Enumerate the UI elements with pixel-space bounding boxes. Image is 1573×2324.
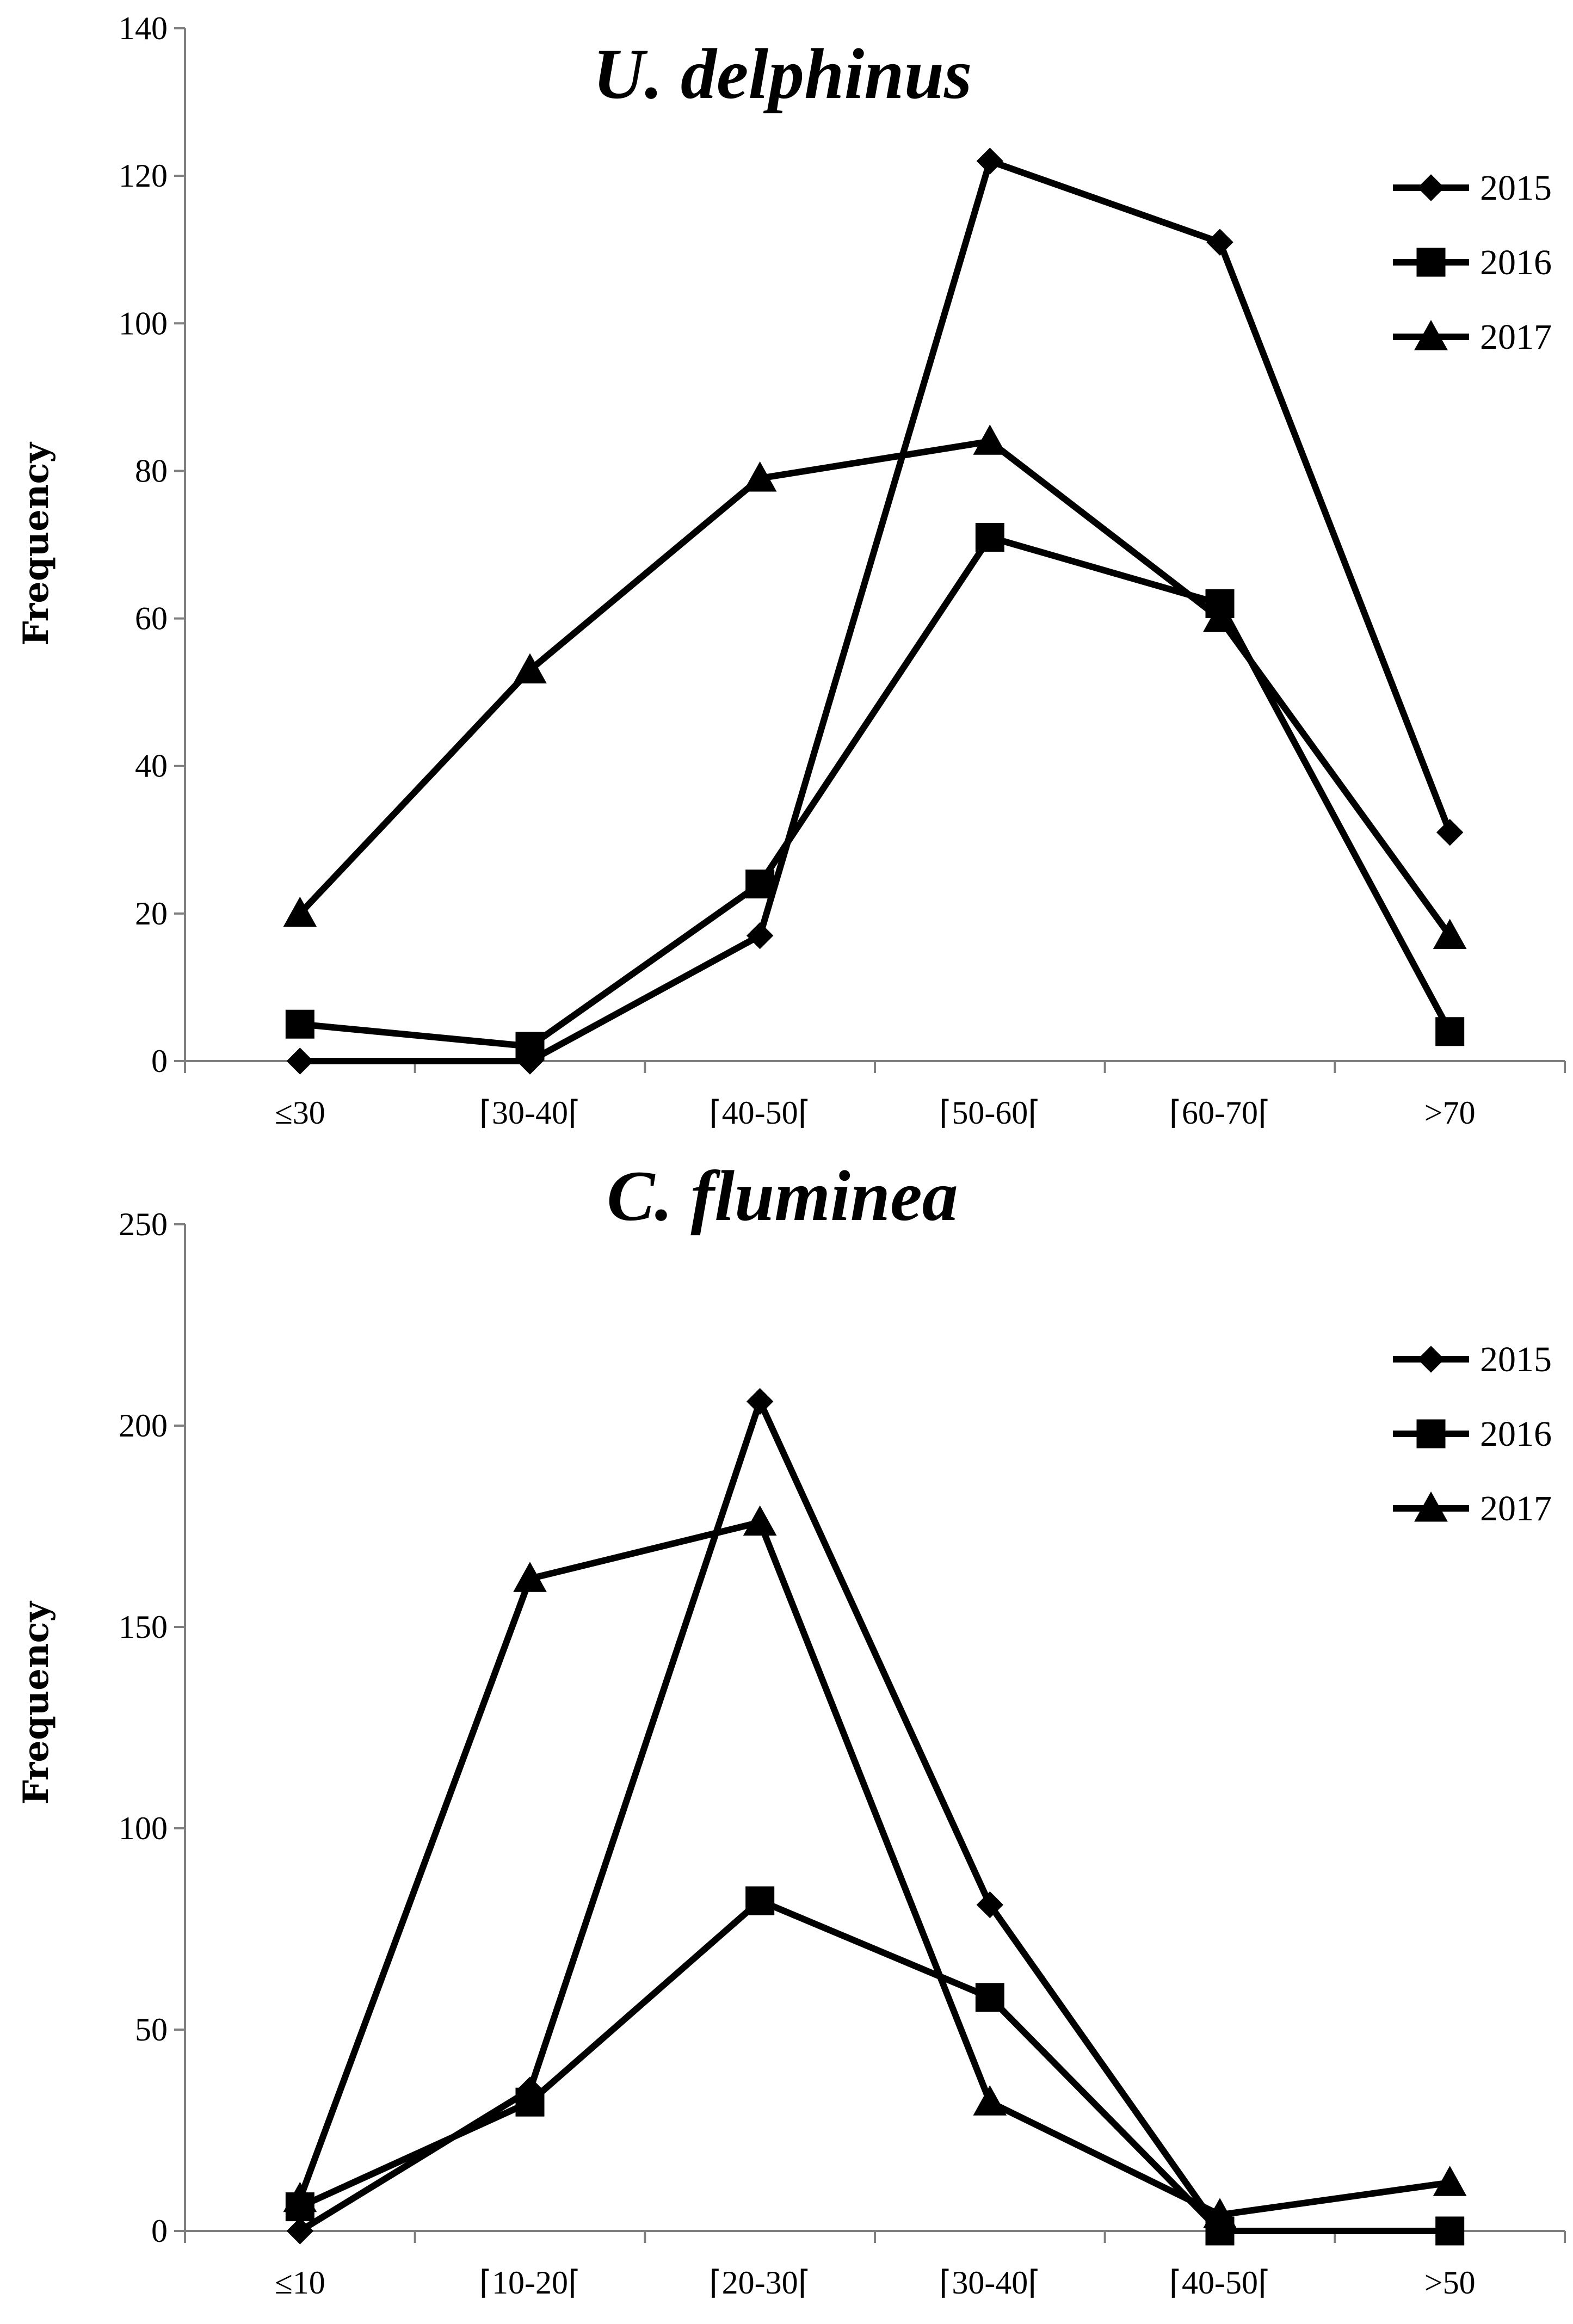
x-tick-label: >50 (1424, 2265, 1476, 2301)
series-line-2015 (300, 158, 1453, 1064)
x-tick-label: ⌈30-40⌈ (939, 2265, 1041, 2301)
data-point-2016 (975, 1983, 1004, 2012)
x-tick-label: ⌈40-50⌈ (1169, 2265, 1271, 2301)
y-tick-label: 80 (135, 453, 168, 489)
series-lines (297, 158, 1453, 1064)
data-point-2017 (973, 2085, 1007, 2116)
legend-marker (1414, 1491, 1448, 1522)
x-tick-label: ⌈60-70⌈ (1169, 1095, 1271, 1131)
data-point-2017 (1203, 601, 1237, 632)
legend-marker (1417, 1346, 1445, 1373)
data-point-2016 (745, 1886, 775, 1915)
data-point-2015 (976, 1891, 1004, 1919)
data-point-2015 (1206, 229, 1233, 256)
y-tick-label: 50 (135, 2012, 168, 2048)
x-tick-label: ⌈40-50⌈ (709, 1095, 811, 1131)
data-point-2015 (286, 1047, 314, 1075)
y-tick-label: 200 (119, 1408, 168, 1444)
y-axis-label: Frequency (16, 441, 57, 645)
data-point-2016 (285, 1009, 314, 1039)
y-tick-label: 120 (119, 158, 168, 194)
y-tick-label: 140 (119, 10, 168, 46)
y-tick-label: 250 (119, 1206, 168, 1242)
axes: 0 20 40 60 80 100 120 140 ≤30 ⌈30-40⌈ ⌈40-50⌈ ⌈50-6… (119, 10, 1566, 1131)
data-point-2017 (1433, 918, 1467, 950)
y-tick-label: 20 (135, 896, 168, 932)
data-point-2015 (976, 147, 1004, 175)
data-point-2015 (286, 2217, 314, 2245)
series-line-2016 (298, 1897, 1450, 2234)
data-point-2017 (973, 424, 1007, 455)
legend-label: 2017 (1480, 1489, 1552, 1528)
y-tick-label: 150 (119, 1609, 168, 1645)
data-point-2017 (513, 1562, 547, 1592)
legend-marker (1414, 319, 1448, 350)
data-point-2016 (745, 870, 775, 899)
legend-marker (1417, 174, 1445, 201)
data-point-2016 (515, 2087, 545, 2117)
y-tick-label: 60 (135, 601, 168, 637)
data-point-2017 (743, 1505, 777, 1536)
series-markers (283, 147, 1467, 1075)
x-tick-label: ⌈50-60⌈ (939, 1095, 1041, 1131)
y-tick-label: 100 (119, 1810, 168, 1846)
x-tick-label: >70 (1424, 1095, 1476, 1131)
data-point-2016 (1435, 2216, 1465, 2246)
x-tick-label: ⌈20-30⌈ (709, 2265, 811, 2301)
legend-label: 2017 (1480, 317, 1552, 357)
data-point-2015 (746, 922, 774, 950)
data-point-2017 (1203, 2198, 1237, 2228)
legend-marker (1416, 248, 1446, 277)
series-line-2017 (297, 1519, 1451, 2218)
y-tick-label: 100 (119, 305, 168, 341)
series-line-2016 (299, 534, 1453, 1050)
legend-label: 2015 (1480, 168, 1552, 208)
chart-u-delphinus: U. delphinus Frequency 0 20 40 60 80 100 120 14… (16, 10, 1566, 1131)
x-tick-label: ≤10 (275, 2265, 325, 2301)
y-tick-label: 0 (151, 1043, 168, 1079)
data-point-2015 (746, 1388, 774, 1415)
data-point-2017 (283, 896, 317, 927)
series-markers (283, 1388, 1467, 2246)
legend-label: 2016 (1480, 243, 1552, 282)
x-tick-label: ⌈30-40⌈ (479, 1095, 581, 1131)
x-tick-label: ≤30 (275, 1095, 325, 1131)
chart-c-fluminea: C. fluminea Frequency 0 50 100 150 200 250 ≤10… (16, 1156, 1566, 2301)
series-lines (297, 1398, 1451, 2234)
data-point-2016 (515, 1032, 545, 1061)
x-tick-label: ⌈10-20⌈ (479, 2265, 581, 2301)
y-tick-label: 0 (151, 2213, 168, 2249)
legend: 2015 2016 2017 (1393, 168, 1552, 357)
data-point-2016 (1435, 1017, 1465, 1046)
chart-title: U. delphinus (593, 34, 972, 114)
axes: 0 50 100 150 200 250 ≤10 ⌈10-20⌈ ⌈20-30⌈ ⌈30-40⌈ ⌈… (119, 1206, 1566, 2301)
legend-label: 2015 (1480, 1340, 1552, 1379)
y-axis-label: Frequency (16, 1600, 57, 1804)
data-point-2016 (975, 522, 1004, 552)
data-point-2015 (1436, 819, 1464, 846)
legend: 2015 2016 2017 (1393, 1340, 1552, 1528)
legend-label: 2016 (1480, 1414, 1552, 1454)
data-point-2017 (1433, 2166, 1467, 2196)
data-point-2017 (513, 653, 547, 683)
chart-title: C. fluminea (607, 1156, 958, 1236)
data-point-2017 (743, 461, 777, 492)
legend-marker (1416, 1419, 1446, 1448)
y-tick-label: 40 (135, 748, 168, 784)
series-line-2017 (297, 438, 1453, 938)
data-point-2017 (283, 2181, 317, 2212)
